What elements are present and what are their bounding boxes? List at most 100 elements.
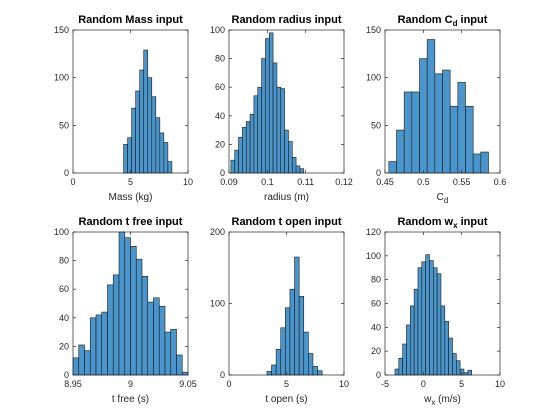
histogram-bar — [242, 126, 247, 174]
histogram-bar — [426, 39, 436, 174]
histogram-bar — [317, 370, 323, 376]
chart-title: Random Cd input — [398, 14, 488, 28]
x-tick-label: 0.1 — [261, 177, 274, 187]
subplot-3: 0.45 0.5 0.55 0.6 0 50 100 150 Random Cd input Cd — [366, 14, 506, 205]
y-tick-label: 60 — [371, 299, 381, 309]
histogram-bar — [285, 307, 291, 376]
y-tick-label: 150 — [366, 25, 381, 35]
subplot-4: 8.95 9 9.05 0 20 40 60 80 100 Random t free input… — [54, 216, 197, 405]
histogram-bar — [299, 168, 305, 174]
chart-title: Random Mass input — [78, 14, 183, 26]
histogram-bar — [167, 161, 173, 174]
histogram-bar — [402, 343, 407, 376]
histogram-bar — [429, 260, 434, 376]
histogram-bar — [298, 296, 305, 376]
x-tick-label: 0.12 — [335, 177, 353, 187]
histogram-bar — [266, 371, 272, 376]
y-tick-label: 120 — [366, 227, 381, 237]
y-tick-label: 0 — [64, 168, 69, 178]
histogram-bar — [432, 267, 438, 376]
histogram-bar — [72, 357, 80, 376]
y-tick-label: 80 — [215, 54, 225, 64]
y-tick-label: 0 — [376, 168, 381, 178]
histogram-bar — [135, 258, 143, 376]
chart-title: Random t open input — [232, 216, 342, 228]
histogram-bar — [272, 62, 278, 174]
histogram-bar — [89, 317, 97, 376]
histogram-bar — [303, 331, 309, 376]
x-tick-label: 0 — [226, 379, 231, 389]
histogram-bar — [411, 91, 420, 174]
histogram-bar — [147, 77, 153, 174]
y-tick-label: 200 — [210, 227, 225, 237]
y-tick-label: 100 — [54, 227, 69, 237]
x-tick-label: 0.11 — [297, 177, 314, 187]
x-tick-label: 8.95 — [64, 379, 82, 389]
y-tick-label: 100 — [366, 251, 381, 261]
histogram-bar — [436, 273, 442, 376]
histogram-bar — [139, 69, 145, 174]
y-tick-label: 50 — [371, 120, 381, 130]
histogram-bar — [159, 132, 165, 174]
x-axis-label: t free (s) — [112, 394, 149, 405]
histogram-bar — [444, 321, 449, 376]
x-tick-label: 5 — [459, 379, 464, 389]
histogram-bar — [291, 156, 297, 174]
x-axis-label: t open (s) — [265, 394, 307, 405]
histogram-bar — [459, 368, 465, 376]
histogram-bar — [288, 141, 293, 174]
histogram-bar — [249, 114, 255, 174]
x-axis-label: Mass (kg) — [109, 192, 153, 203]
histogram-bar — [388, 161, 397, 174]
histogram-bar — [101, 311, 108, 376]
histogram-bar — [238, 136, 243, 174]
x-tick-label: 0.09 — [220, 177, 238, 187]
histogram-bar — [417, 267, 423, 376]
x-axis-label: radius (m) — [264, 192, 309, 203]
x-tick-label: 9 — [128, 379, 133, 389]
histogram-bar — [421, 261, 426, 376]
histogram-bar — [253, 95, 259, 174]
histogram-bar — [467, 369, 472, 376]
histogram-bar — [442, 69, 451, 174]
histogram-bar — [245, 121, 251, 174]
y-tick-label: 100 — [366, 73, 381, 83]
y-tick-label: 50 — [59, 120, 69, 130]
histogram-bar — [271, 364, 277, 376]
histogram-bar — [448, 337, 453, 376]
histogram-bar — [257, 86, 262, 174]
histogram-bar — [440, 305, 446, 376]
axes-box — [228, 29, 345, 174]
axes-box — [384, 29, 501, 174]
histogram-bar — [118, 231, 126, 376]
histogram-bar — [455, 360, 461, 376]
y-tick-label: 100 — [54, 73, 69, 83]
x-tick-label: 5 — [128, 177, 133, 187]
histogram-bar — [394, 368, 400, 376]
histogram-bar — [147, 301, 154, 376]
histogram-bar — [457, 82, 466, 174]
histogram-bar — [151, 96, 157, 174]
histogram-bar — [294, 256, 300, 376]
x-tick-label: 0.6 — [494, 177, 507, 187]
x-tick-label: 9.05 — [179, 379, 197, 389]
histogram-bar — [419, 58, 428, 174]
histogram-bar — [95, 314, 103, 376]
histogram-bar — [280, 88, 285, 174]
y-tick-label: 20 — [371, 346, 381, 356]
y-tick-label: 80 — [371, 275, 381, 285]
histogram-bar — [78, 344, 85, 376]
histogram-bar — [398, 358, 403, 376]
histogram-bar — [449, 105, 459, 174]
y-tick-label: 20 — [215, 139, 225, 149]
histogram-bar — [130, 246, 137, 376]
histogram-bar — [135, 90, 141, 174]
histogram-bar — [170, 328, 177, 376]
histogram-bar — [265, 38, 270, 174]
y-tick-label: 0 — [220, 370, 225, 380]
histogram-bar — [308, 353, 314, 376]
y-tick-label: 150 — [54, 25, 69, 35]
chart-title: Random wx input — [397, 216, 487, 230]
y-tick-label: 100 — [210, 25, 225, 35]
histogram-bar — [124, 237, 131, 376]
